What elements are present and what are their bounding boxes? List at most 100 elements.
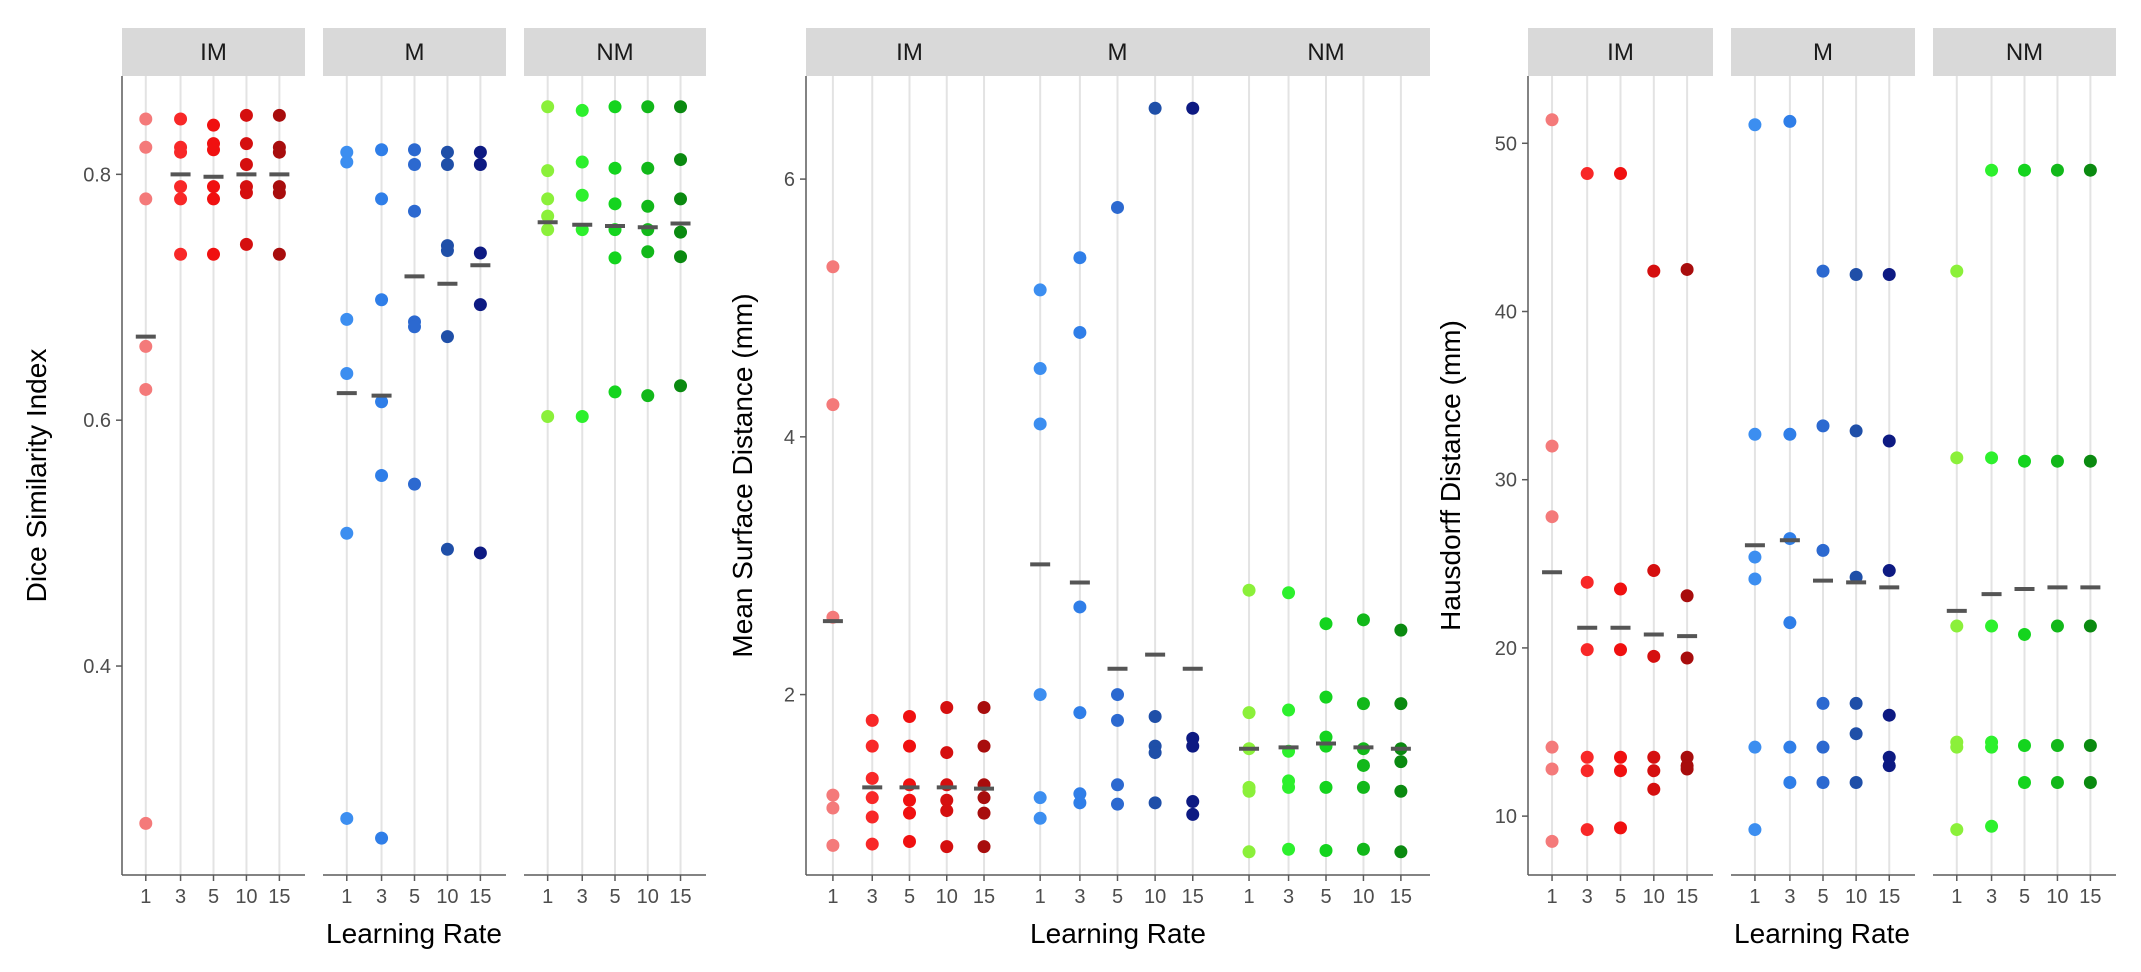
data-point [1783, 114, 1797, 128]
data-point [139, 112, 153, 126]
x-tick-label: 15 [1390, 886, 1412, 908]
data-point [1985, 740, 1999, 754]
data-point [1849, 267, 1863, 281]
x-tick-label: 1 [341, 886, 352, 908]
data-point [1882, 708, 1896, 722]
facet-strip [1933, 28, 2116, 76]
x-tick-label: 3 [577, 886, 588, 908]
facet-m: M1 3 5 10 15 [1013, 28, 1222, 908]
data-point [826, 801, 840, 815]
data-point [865, 837, 879, 851]
x-tick-label: 15 [1676, 886, 1698, 908]
facet-strip-label: NM [1307, 39, 1344, 66]
facet-nm: NM1 3 5 10 15 [524, 28, 706, 908]
data-point [575, 188, 589, 202]
data-point [1849, 424, 1863, 438]
data-point [408, 320, 421, 334]
data-point [1580, 167, 1594, 181]
data-point [977, 791, 991, 805]
data-point [1111, 713, 1124, 727]
data-point [1816, 543, 1830, 557]
facet-m: M1 3 5 10 15 [1731, 28, 1915, 908]
data-point [272, 145, 286, 159]
data-point [174, 112, 188, 126]
data-point [1647, 649, 1661, 663]
data-point [408, 477, 421, 491]
data-point [408, 158, 421, 172]
data-point [1647, 264, 1661, 278]
facet-strip-label: M [1108, 39, 1128, 66]
x-tick-label: 10 [936, 886, 958, 908]
data-point [1680, 589, 1694, 603]
x-tick-label: 10 [1845, 886, 1867, 908]
data-point [1614, 582, 1627, 596]
data-point [1985, 451, 1999, 465]
facet-m: M1 3 5 10 15 [323, 28, 506, 908]
data-point [1394, 845, 1408, 859]
data-point [440, 542, 454, 556]
data-point [1186, 101, 1200, 115]
data-point [239, 108, 253, 122]
data-point [541, 100, 555, 114]
data-point [207, 192, 220, 206]
data-point [2050, 738, 2064, 752]
data-point [1680, 262, 1694, 276]
data-point [1073, 787, 1087, 801]
data-point [207, 118, 220, 132]
facet-strip-label: NM [596, 39, 633, 66]
data-point [2018, 627, 2031, 641]
data-point [340, 155, 354, 169]
data-point [340, 312, 354, 326]
y-tick-label: 20 [1495, 638, 1517, 660]
data-point [1614, 750, 1627, 764]
data-point [174, 192, 188, 206]
data-point [674, 153, 688, 167]
data-point [641, 389, 655, 403]
facet-strip-label: NM [2006, 39, 2043, 66]
data-point [541, 164, 555, 178]
data-point [1148, 746, 1162, 760]
facet-im: IM 1 3 5 10 15 [122, 28, 305, 908]
data-point [1985, 619, 1999, 633]
facet-strip-label: IM [1607, 39, 1634, 66]
data-point [1073, 706, 1087, 720]
data-point [641, 161, 655, 175]
data-point [2083, 619, 2097, 633]
x-tick-label: 1 [1546, 886, 1557, 908]
data-point [2083, 775, 2097, 789]
data-point [139, 192, 153, 206]
data-point [1545, 740, 1559, 754]
data-point [1356, 842, 1370, 856]
x-tick-label: 15 [268, 886, 290, 908]
data-point [1950, 619, 1964, 633]
data-point [1394, 623, 1408, 637]
data-point [1033, 362, 1047, 376]
data-point [1783, 740, 1797, 754]
y-tick-label: 0.6 [83, 410, 111, 432]
data-point [940, 793, 954, 807]
data-point [674, 250, 688, 264]
data-point [826, 838, 840, 852]
x-axis-title: Learning Rate [326, 918, 502, 949]
data-point [440, 330, 454, 344]
y-axis-title: Hausdorff Distance (mm) [1435, 320, 1466, 631]
data-point [473, 546, 487, 560]
data-point [2018, 163, 2031, 177]
data-point [1186, 795, 1200, 809]
data-point [239, 186, 253, 200]
data-point [1985, 163, 1999, 177]
data-point [575, 103, 589, 117]
data-point [1242, 706, 1256, 720]
x-tick-label: 10 [436, 886, 458, 908]
data-point [865, 771, 879, 785]
facet-nm: NM1 3 5 10 15 [1222, 28, 1430, 908]
data-point [1394, 697, 1408, 711]
data-point [1816, 775, 1830, 789]
data-point [340, 526, 354, 540]
data-point [2083, 163, 2097, 177]
x-tick-label: 1 [140, 886, 151, 908]
y-axis-title: Mean Surface Distance (mm) [727, 293, 758, 657]
data-point [1748, 740, 1762, 754]
